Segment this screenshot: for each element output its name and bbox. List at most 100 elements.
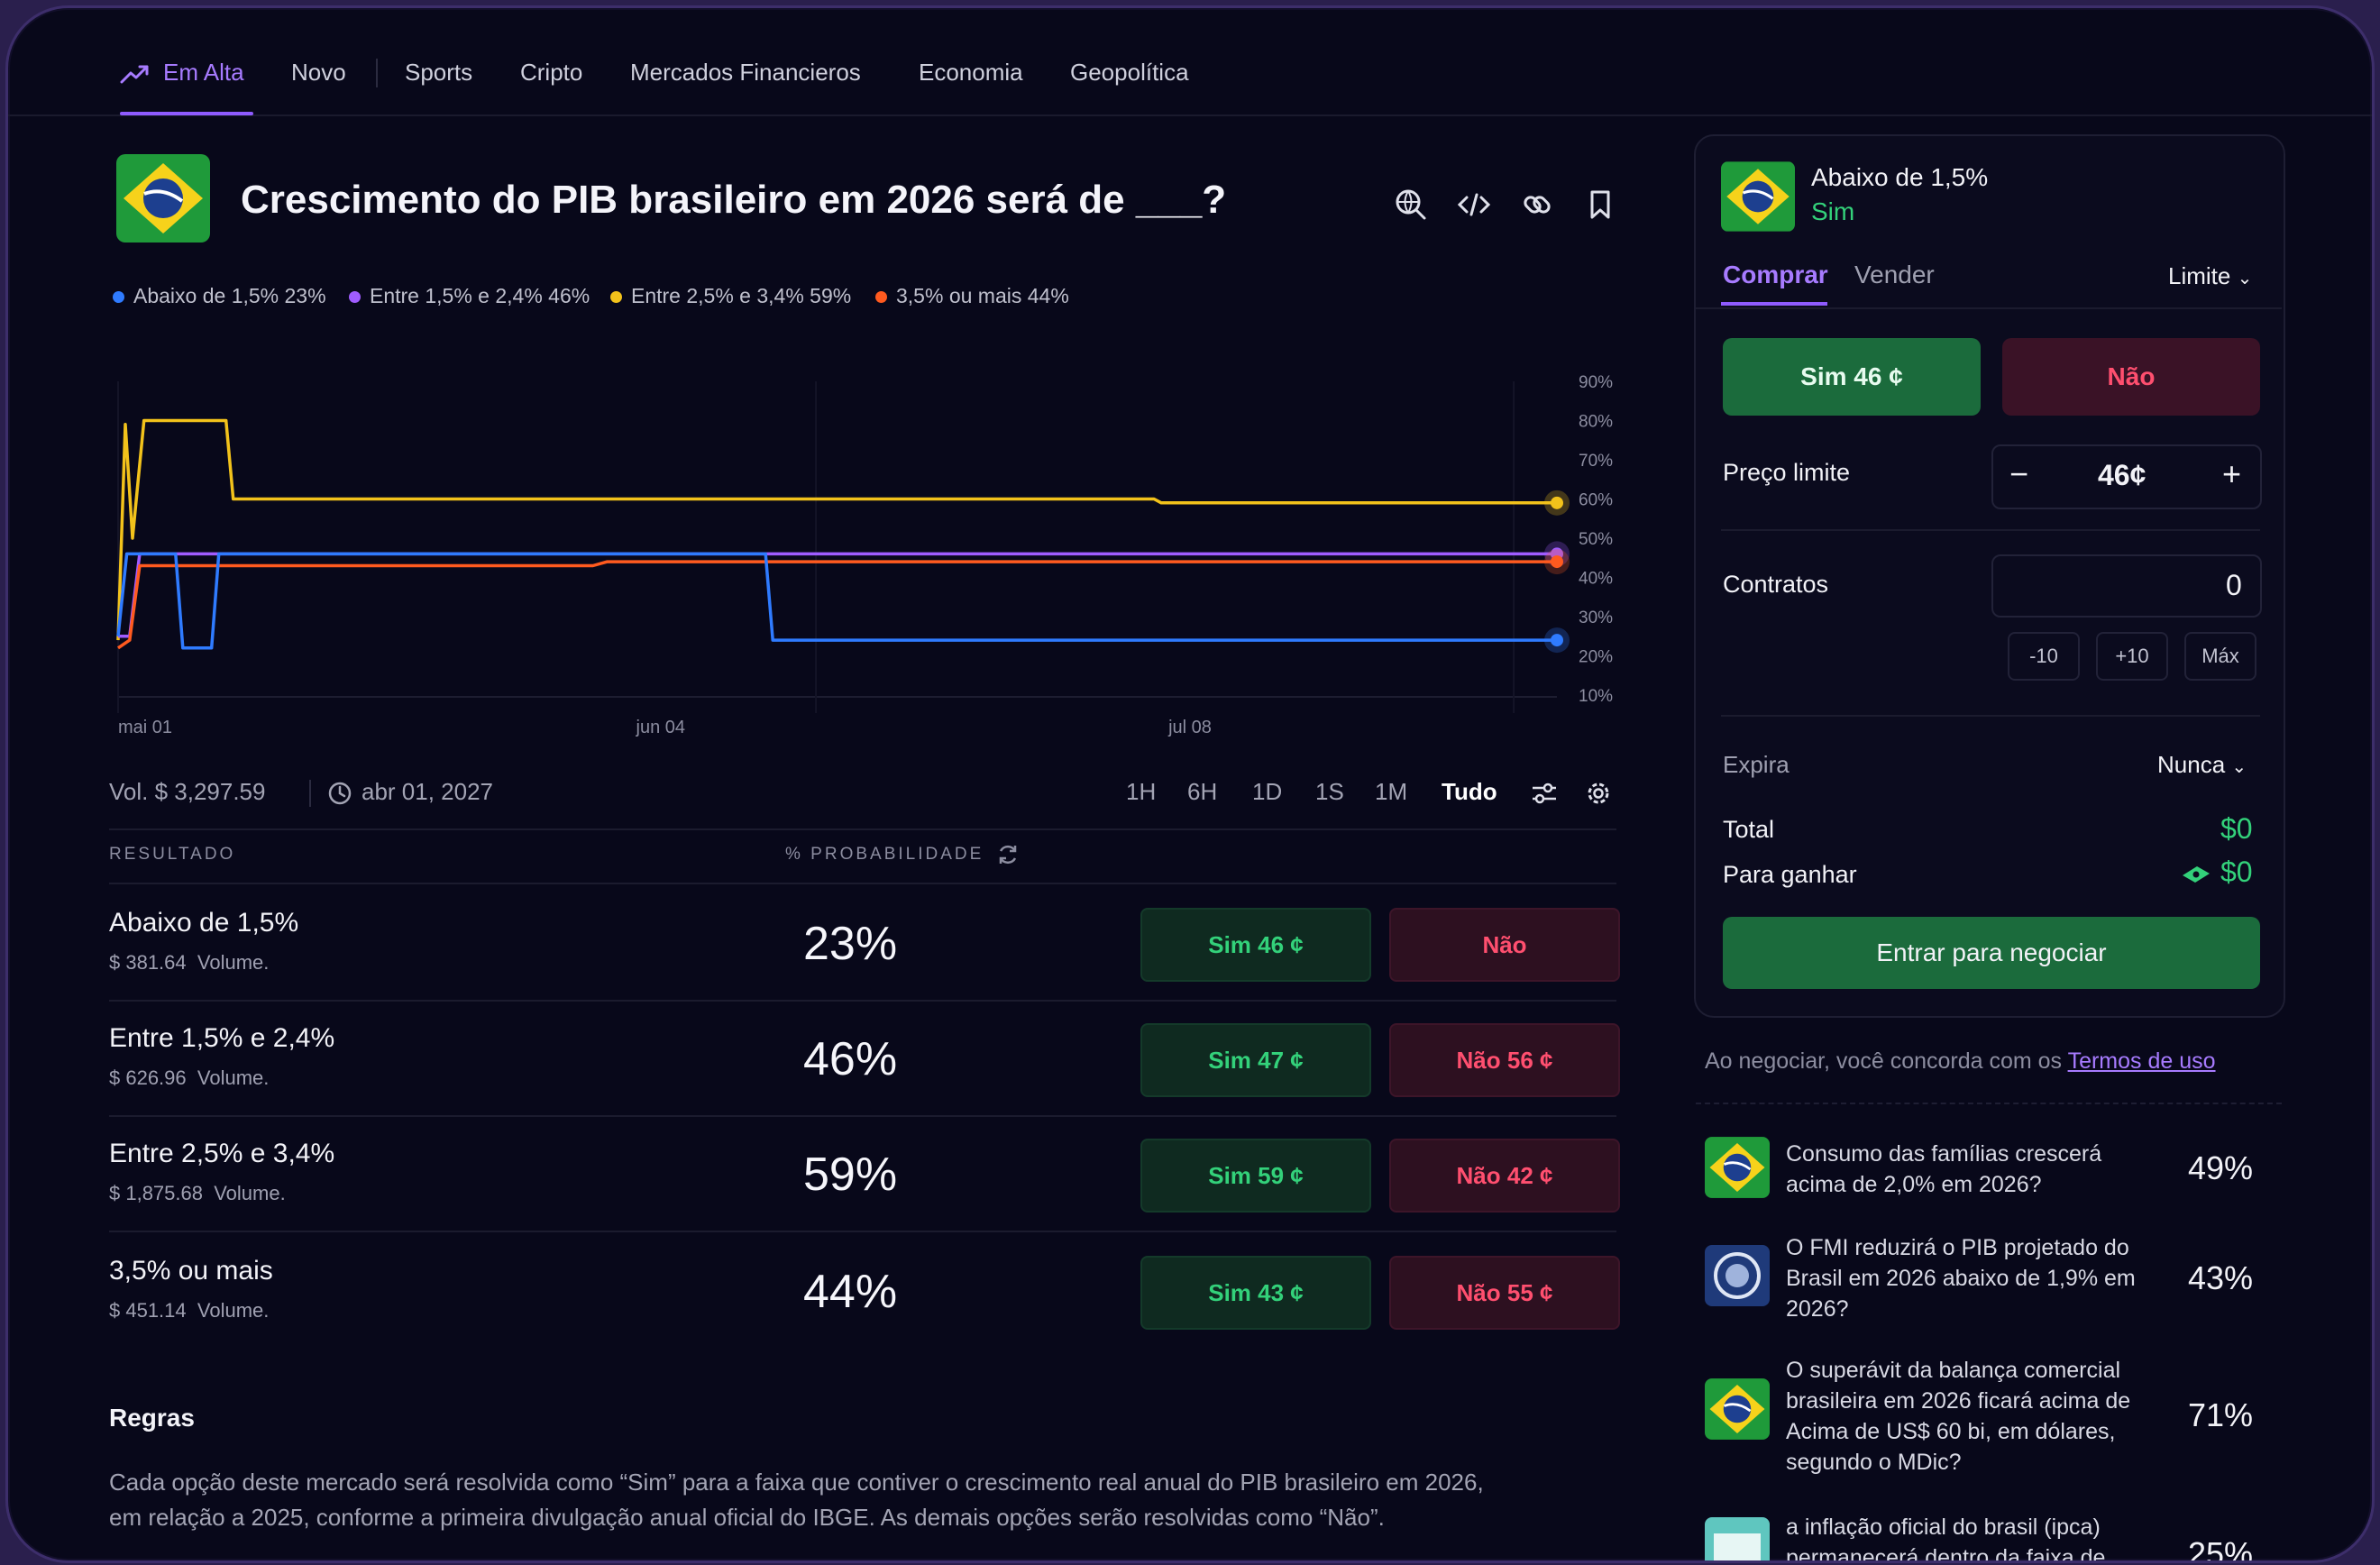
terms-link[interactable]: Termos de uso (2067, 1048, 2216, 1074)
y-tick-label: 50% (1579, 530, 1613, 549)
range-tudo[interactable]: Tudo (1442, 778, 1497, 805)
minus-icon[interactable]: − (2009, 455, 2029, 492)
range-6h[interactable]: 6H (1187, 778, 1218, 805)
nav-geopolitica[interactable]: Geopolítica (1070, 59, 1189, 86)
outcome-yes-button[interactable]: Sim 43 ¢ (1140, 1256, 1371, 1330)
outcome-name: Entre 2,5% e 3,4% (109, 1139, 335, 1168)
selected-outcome: Abaixo de 1,5% (1811, 163, 1989, 191)
rules-heading: Regras (109, 1404, 195, 1432)
outcome-yes-button[interactable]: Sim 46 ¢ (1140, 908, 1371, 982)
nav-novo[interactable]: Novo (291, 59, 346, 86)
contracts-minus-10-button[interactable]: -10 (2008, 632, 2080, 681)
terms-prefix: Ao negociar, você concorda com os (1705, 1048, 2063, 1074)
outcome-volume: $ 381.64 Volume. (109, 951, 270, 974)
outcome-yes-button[interactable]: Sim 47 ¢ (1140, 1023, 1371, 1097)
link-icon[interactable] (1519, 187, 1555, 223)
x-tick-label: jul 08 (1167, 718, 1212, 737)
y-tick-label: 60% (1579, 491, 1613, 510)
potential-win-value: $0 (2220, 856, 2253, 888)
outcome-no-button[interactable]: Não 42 ¢ (1389, 1139, 1620, 1213)
divider (109, 828, 1616, 830)
expires-label: Expira (1723, 751, 1790, 778)
market-expiry-date: abr 01, 2027 (362, 778, 494, 805)
range-1s[interactable]: 1S (1315, 778, 1344, 805)
legend-item: Entre 2,5% e 3,4% 59% (610, 284, 851, 308)
plus-icon[interactable]: + (2222, 455, 2242, 492)
range-1m[interactable]: 1M (1375, 778, 1408, 805)
y-tick-label: 80% (1579, 413, 1613, 432)
cash-icon (2183, 866, 2210, 883)
nav-economia[interactable]: Economia (919, 59, 1023, 86)
selected-side: Sim (1811, 197, 1855, 225)
legend-dot (349, 291, 361, 304)
outcome-yes-button[interactable]: Sim 59 ¢ (1140, 1139, 1371, 1213)
brazil-flag-icon (116, 154, 210, 243)
globe-search-icon[interactable] (1393, 187, 1429, 223)
related-market-percent: 71% (2188, 1396, 2254, 1433)
y-tick-label: 20% (1579, 648, 1613, 667)
buy-no-button[interactable]: Não (2002, 338, 2260, 416)
legend-label: Entre 2,5% e 3,4% 59% (631, 284, 852, 307)
contracts-plus-10-button[interactable]: +10 (2096, 632, 2168, 681)
range-1d[interactable]: 1D (1252, 778, 1283, 805)
x-tick-label: mai 01 (118, 718, 172, 737)
order-type-select[interactable]: Limite ⌄ (2168, 262, 2253, 289)
terms-notice: Ao negociar, você concorda com os Termos… (1705, 1048, 2216, 1075)
divider (109, 1115, 1616, 1117)
app-window: Em Alta Novo Sports Cripto Mercados Fina… (5, 5, 2375, 1563)
related-market-title[interactable]: O superávit da balança comercial brasile… (1786, 1358, 2131, 1475)
range-1h[interactable]: 1H (1126, 778, 1157, 805)
legend-label: 3,5% ou mais 44% (896, 284, 1069, 307)
limit-price-stepper (1991, 444, 2262, 509)
refresh-icon[interactable] (996, 843, 1020, 866)
contracts-input[interactable] (1991, 554, 2262, 618)
settings-gear-icon[interactable] (1584, 779, 1613, 808)
expires-select[interactable]: Nunca ⌄ (2157, 751, 2247, 778)
bookmark-icon[interactable] (1582, 187, 1618, 223)
buy-yes-button[interactable]: Sim 46 ¢ (1723, 338, 1981, 416)
total-label: Total (1723, 816, 1775, 843)
column-header-result: RESULTADO (109, 845, 236, 864)
y-tick-label: 90% (1579, 373, 1613, 392)
legend-item: 3,5% ou mais 44% (875, 284, 1069, 308)
x-tick-label: jun 04 (636, 718, 686, 737)
brazil-flag-icon (1705, 1137, 1770, 1198)
rules-text: Cada opção deste mercado será resolvida … (109, 1469, 1484, 1531)
legend-dot (113, 291, 124, 304)
legend-item: Entre 1,5% e 2,4% 46% (349, 284, 590, 308)
probability-chart[interactable]: 90% 80% 70% 60% 50% 40% 30% 20% 10% mai 01 jun 04 j… (109, 351, 1624, 747)
y-tick-label: 30% (1579, 609, 1613, 627)
outcome-no-button[interactable]: Não (1389, 908, 1620, 982)
contracts-max-button[interactable]: Máx (2184, 632, 2256, 681)
related-market-title[interactable]: Consumo das famílias crescerá acima de 2… (1786, 1141, 2102, 1197)
brazil-flag-icon (1721, 161, 1795, 232)
legend-label: Entre 1,5% e 2,4% 46% (370, 284, 590, 307)
nav-em-alta[interactable]: Em Alta (163, 59, 244, 86)
tab-vender[interactable]: Vender (1854, 261, 1935, 288)
outcome-name: 3,5% ou mais (109, 1256, 273, 1286)
outcome-volume: $ 626.96 Volume. (109, 1066, 270, 1089)
login-to-trade-button[interactable]: Entrar para negociar (1723, 917, 2260, 989)
limit-price-value[interactable]: 46¢ (2098, 459, 2147, 491)
column-header-probability: % PROBABILIDADE (785, 845, 984, 864)
related-market-title[interactable]: a inflação oficial do brasil (ipca) perm… (1786, 1515, 2106, 1563)
nav-sports[interactable]: Sports (405, 59, 473, 86)
nav-divider (376, 59, 378, 87)
related-market-title[interactable]: O FMI reduzirá o PIB projetado do Brasil… (1786, 1235, 2136, 1322)
outcome-no-button[interactable]: Não 55 ¢ (1389, 1256, 1620, 1330)
outcome-no-button[interactable]: Não 56 ¢ (1389, 1023, 1620, 1097)
market-title: Crescimento do PIB brasileiro em 2026 se… (241, 178, 1227, 222)
y-tick-label: 40% (1579, 570, 1613, 589)
embed-code-icon[interactable] (1456, 187, 1492, 223)
filter-sliders-icon[interactable] (1530, 780, 1559, 807)
chevron-down-icon: ⌄ (2237, 269, 2253, 288)
divider (109, 1000, 1616, 1002)
outcome-probability: 23% (803, 918, 898, 970)
nav-mercados-financieros[interactable]: Mercados Financieros (630, 59, 861, 86)
legend-label: Abaixo de 1,5% 23% (133, 284, 326, 307)
series-end-point (1551, 496, 1563, 509)
divider (1721, 529, 2260, 531)
nav-cripto[interactable]: Cripto (520, 59, 583, 86)
legend-dot (875, 291, 887, 304)
tab-comprar[interactable]: Comprar (1723, 261, 1828, 288)
